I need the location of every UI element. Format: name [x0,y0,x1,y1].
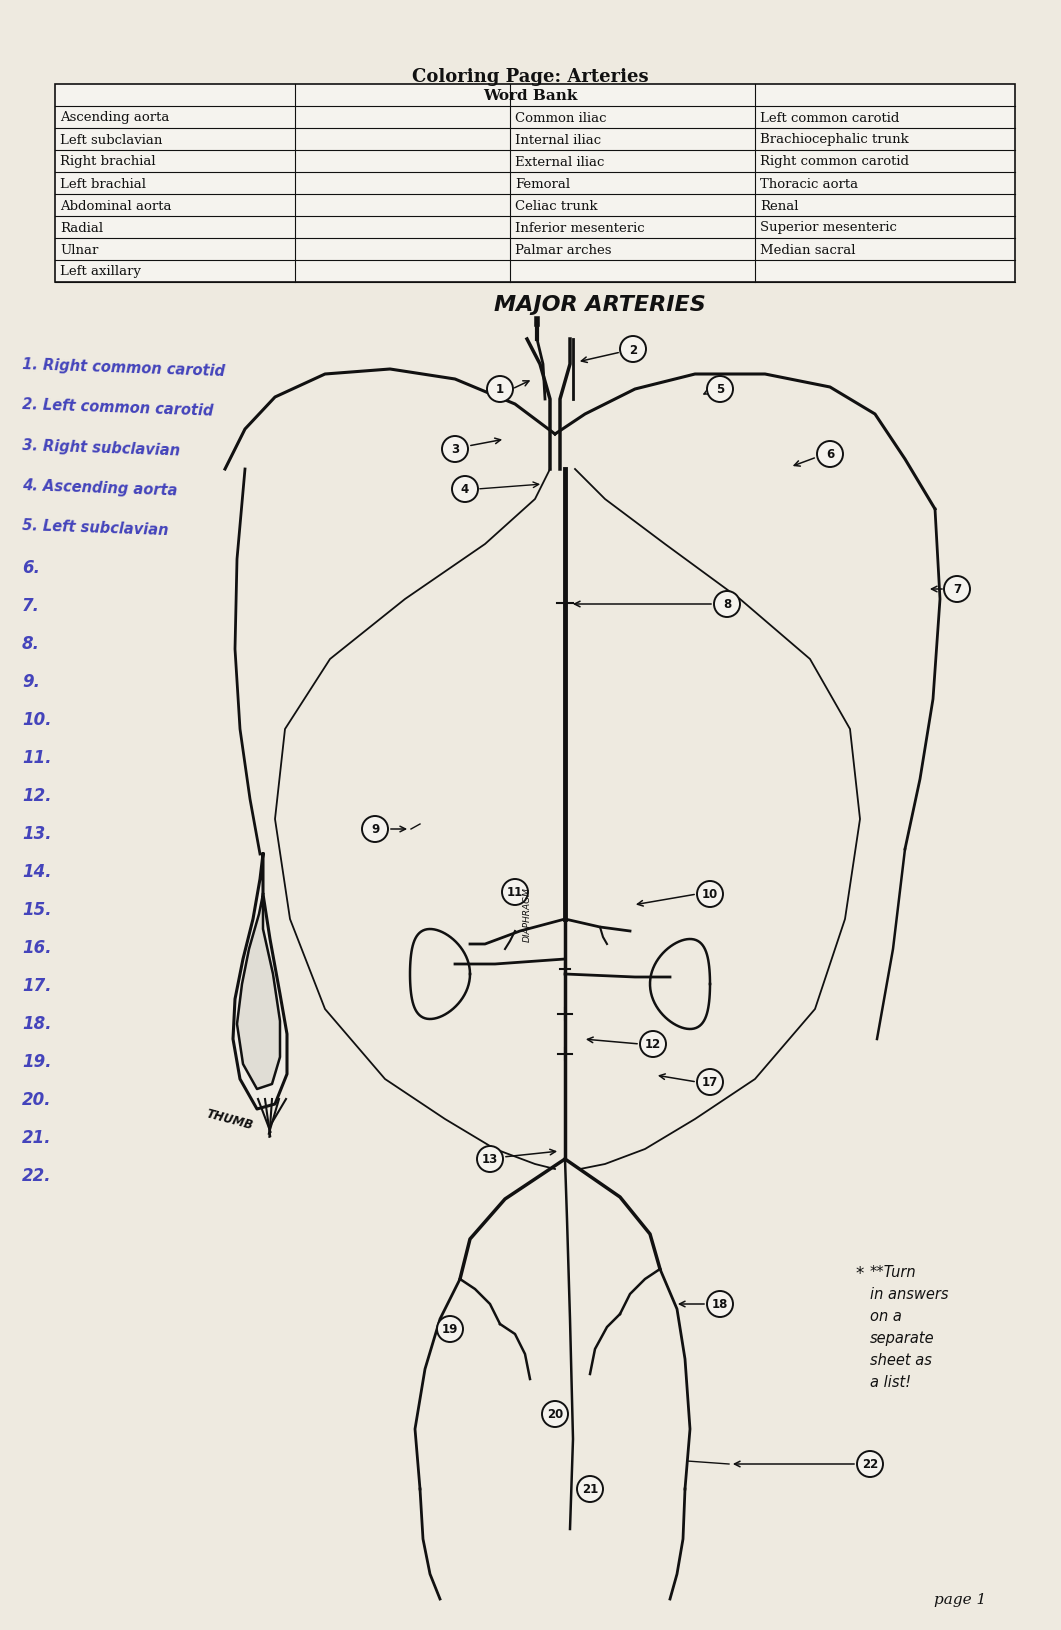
Text: Left brachial: Left brachial [60,178,146,191]
Text: 8: 8 [723,598,731,611]
Text: 16.: 16. [22,939,52,957]
Text: 12: 12 [645,1038,661,1051]
Text: 8.: 8. [22,634,40,652]
Text: Coloring Page: Arteries: Coloring Page: Arteries [412,68,648,86]
Circle shape [487,377,514,403]
Text: 7.: 7. [22,597,40,615]
Text: Right brachial: Right brachial [60,155,156,168]
Text: Celiac trunk: Celiac trunk [515,199,597,212]
Circle shape [362,817,388,843]
Circle shape [857,1451,883,1477]
Text: 17: 17 [702,1076,718,1089]
Circle shape [442,437,468,463]
Text: 13.: 13. [22,825,52,843]
Text: Common iliac: Common iliac [515,111,607,124]
Text: 6: 6 [825,448,834,461]
Text: 2: 2 [629,344,637,357]
Circle shape [714,592,740,618]
Text: THUMB: THUMB [205,1107,255,1131]
Text: Left axillary: Left axillary [60,266,141,279]
Text: 4: 4 [460,482,469,496]
Circle shape [817,442,843,468]
Text: 14.: 14. [22,862,52,880]
Text: Renal: Renal [760,199,799,212]
Circle shape [707,1291,733,1317]
Text: 3: 3 [451,443,459,456]
Text: 22.: 22. [22,1167,52,1185]
Circle shape [437,1315,463,1341]
Circle shape [640,1032,666,1058]
Text: 22: 22 [862,1457,879,1470]
Text: Ulnar: Ulnar [60,243,99,256]
Text: 17.: 17. [22,976,52,994]
Text: 1: 1 [495,383,504,396]
Text: 10: 10 [702,888,718,901]
Text: Internal iliac: Internal iliac [515,134,602,147]
Text: Brachiocephalic trunk: Brachiocephalic trunk [760,134,909,147]
Text: Femoral: Femoral [515,178,570,191]
Circle shape [620,337,646,363]
Text: 20.: 20. [22,1090,52,1108]
Circle shape [697,882,723,908]
Text: 7: 7 [953,584,961,597]
Circle shape [697,1069,723,1095]
Text: Ascending aorta: Ascending aorta [60,111,170,124]
Circle shape [944,577,970,603]
Text: sheet as: sheet as [870,1353,932,1368]
Text: 9: 9 [371,823,379,836]
Text: 13: 13 [482,1152,498,1165]
Circle shape [502,880,528,905]
Circle shape [707,377,733,403]
Text: Thoracic aorta: Thoracic aorta [760,178,858,191]
Text: page 1: page 1 [934,1593,986,1606]
Text: 3. Right subclavian: 3. Right subclavian [22,437,180,458]
Circle shape [477,1146,503,1172]
Text: Word Bank: Word Bank [483,90,577,103]
Text: Palmar arches: Palmar arches [515,243,611,256]
Text: Radial: Radial [60,222,103,235]
Text: 9.: 9. [22,673,40,691]
Text: DIAPHRAGM: DIAPHRAGM [522,887,532,942]
Text: 18: 18 [712,1297,728,1311]
Text: 6.: 6. [22,559,40,577]
Circle shape [452,476,479,502]
Text: **Turn: **Turn [870,1265,917,1280]
Text: 19.: 19. [22,1053,52,1071]
Text: separate: separate [870,1330,935,1345]
Text: 20: 20 [546,1408,563,1421]
Text: 2. Left common carotid: 2. Left common carotid [22,398,213,419]
Text: 10.: 10. [22,711,52,729]
Text: Abdominal aorta: Abdominal aorta [60,199,172,212]
Text: 11.: 11. [22,748,52,766]
Text: 1. Right common carotid: 1. Right common carotid [22,357,225,378]
Text: 19: 19 [441,1322,458,1335]
Text: Superior mesenteric: Superior mesenteric [760,222,897,235]
Text: 21.: 21. [22,1128,52,1146]
Text: MAJOR ARTERIES: MAJOR ARTERIES [494,295,706,315]
Text: in answers: in answers [870,1286,949,1301]
Text: a list!: a list! [870,1374,911,1389]
Circle shape [542,1402,568,1428]
FancyBboxPatch shape [55,85,1015,284]
Circle shape [577,1477,603,1503]
Text: 12.: 12. [22,787,52,805]
Polygon shape [233,854,286,1110]
Text: 5. Left subclavian: 5. Left subclavian [22,518,169,538]
Text: 21: 21 [581,1483,598,1496]
Text: 18.: 18. [22,1014,52,1032]
Text: on a: on a [870,1309,902,1324]
Text: Left subclavian: Left subclavian [60,134,162,147]
Text: *: * [855,1265,864,1283]
Text: 4. Ascending aorta: 4. Ascending aorta [22,478,177,497]
Text: 11: 11 [507,887,523,900]
Polygon shape [237,895,280,1089]
Text: Right common carotid: Right common carotid [760,155,909,168]
Text: 15.: 15. [22,900,52,918]
Text: Median sacral: Median sacral [760,243,855,256]
Text: 5: 5 [716,383,724,396]
Text: Inferior mesenteric: Inferior mesenteric [515,222,645,235]
Text: External iliac: External iliac [515,155,605,168]
Text: Left common carotid: Left common carotid [760,111,900,124]
